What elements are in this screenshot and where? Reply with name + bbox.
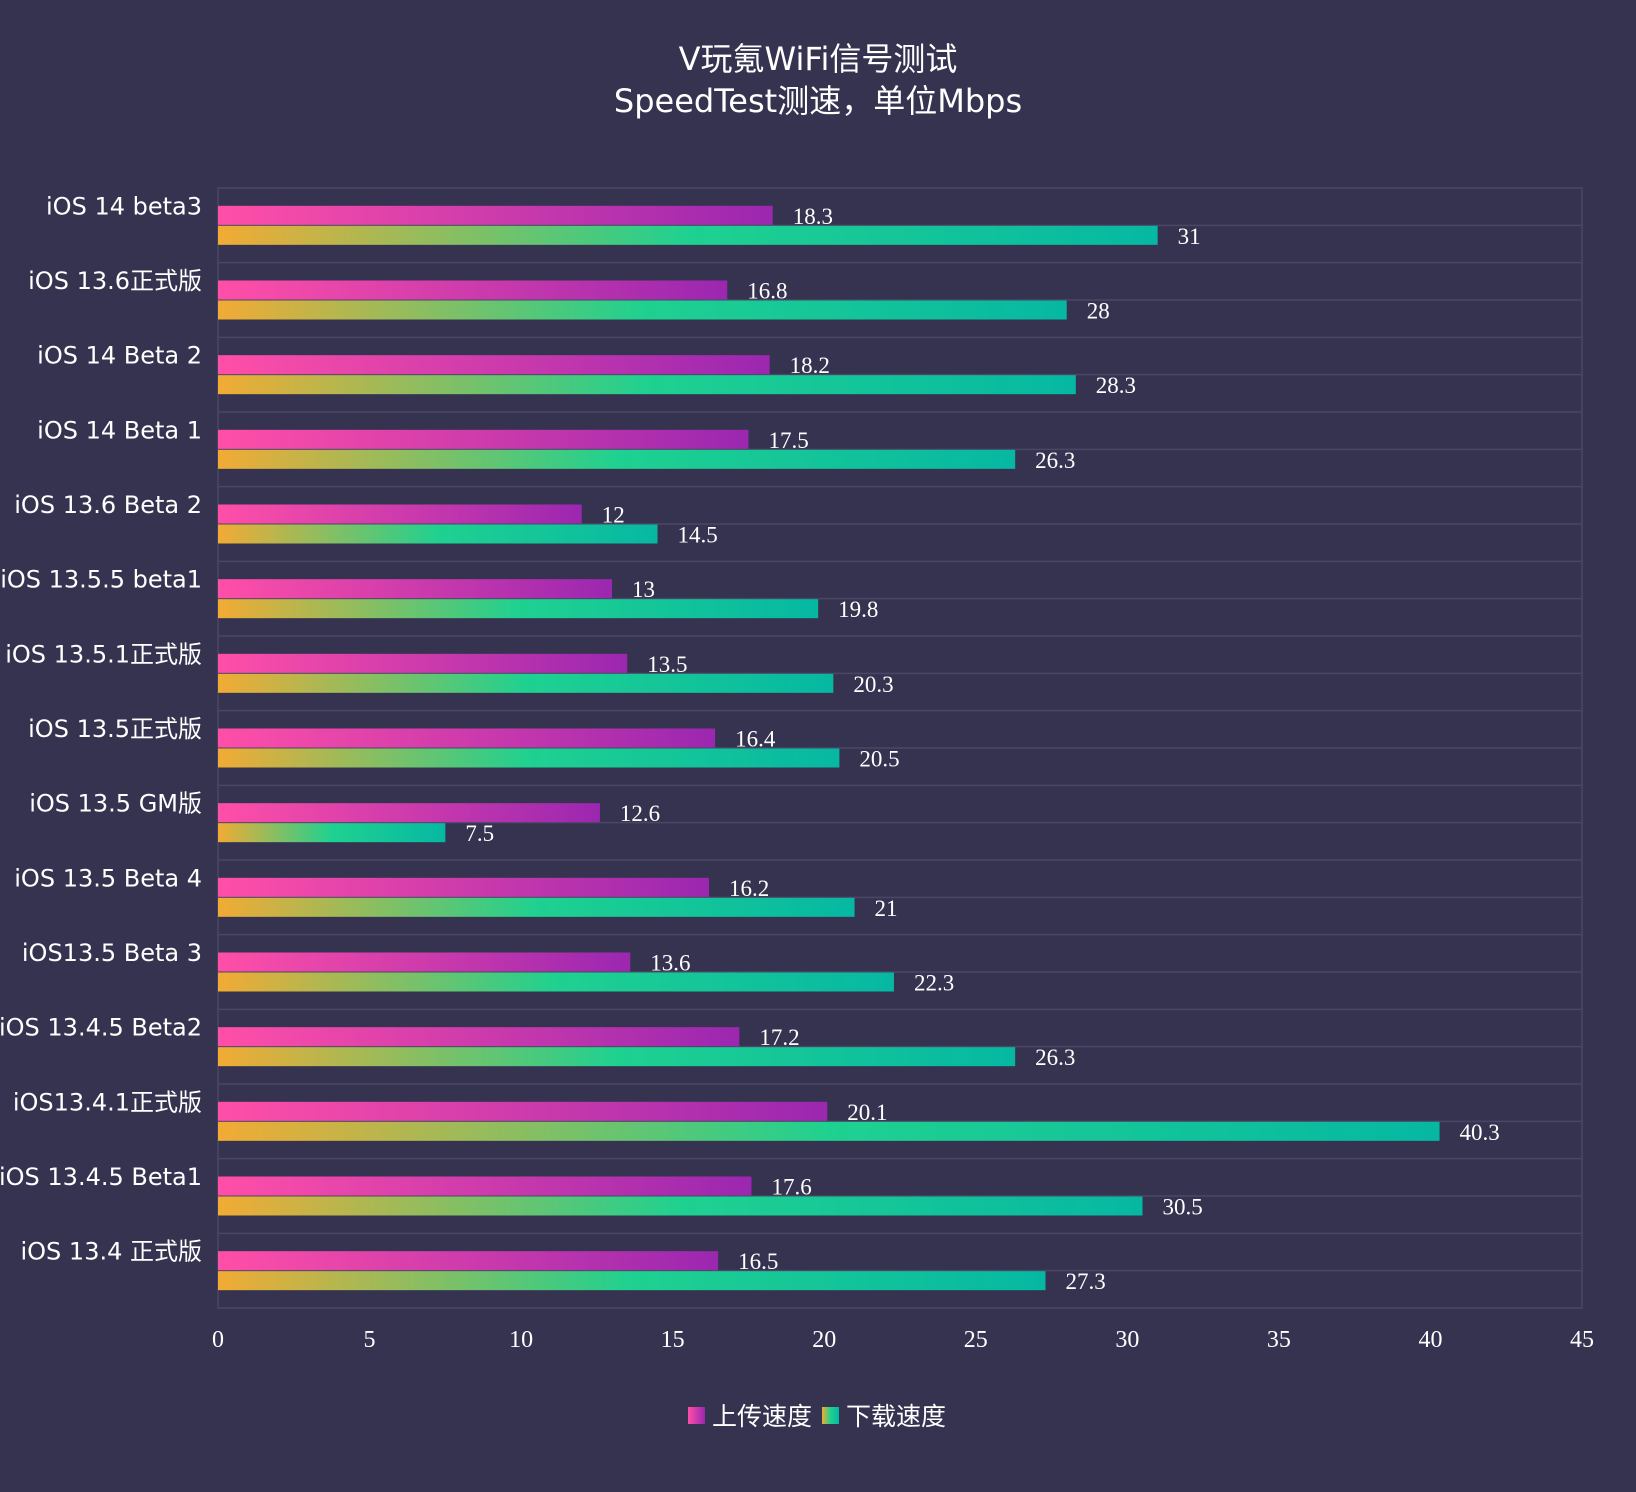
category-label: iOS 13.4.5 Beta1 — [0, 1163, 202, 1191]
bar-download — [218, 673, 834, 693]
data-label-download: 28.3 — [1096, 373, 1136, 398]
category-label: iOS 13.4.5 Beta2 — [0, 1014, 202, 1042]
x-tick-label: 25 — [964, 1327, 988, 1353]
legend-label-upload: 上传速度 — [712, 1402, 812, 1431]
data-label-download: 14.5 — [678, 523, 718, 548]
data-label-upload: 13.6 — [650, 951, 690, 976]
legend: 上传速度 下载速度 — [688, 1402, 946, 1431]
bar-upload — [218, 429, 749, 449]
bar-upload — [218, 653, 628, 673]
data-label-download: 19.8 — [838, 597, 878, 622]
bar-upload — [218, 1251, 719, 1271]
x-tick-label: 5 — [364, 1327, 376, 1353]
data-label-upload: 18.2 — [790, 353, 830, 378]
data-label-upload: 16.8 — [747, 279, 787, 304]
bar-upload — [218, 205, 773, 225]
data-label-upload: 16.2 — [729, 876, 769, 901]
chart-title: V玩氪WiFi信号测试 — [679, 40, 958, 78]
data-label-download: 26.3 — [1035, 1045, 1075, 1070]
x-tick-label: 10 — [509, 1327, 533, 1353]
bar-download — [218, 972, 894, 992]
category-label: iOS 14 beta3 — [46, 192, 202, 220]
bar-upload — [218, 504, 582, 524]
x-tick-label: 15 — [661, 1327, 685, 1353]
data-label-upload: 13.5 — [647, 652, 687, 677]
bar-download — [218, 375, 1076, 395]
bar-download — [218, 1271, 1046, 1291]
data-label-download: 27.3 — [1065, 1269, 1105, 1294]
x-tick-label: 30 — [1115, 1327, 1139, 1353]
bar-download — [218, 599, 819, 619]
x-tick-label: 20 — [812, 1327, 836, 1353]
data-label-download: 28 — [1087, 299, 1110, 324]
bar-download — [218, 748, 840, 768]
category-labels: iOS 14 beta3 iOS 13.6正式版 iOS 14 Beta 2 iOS … — [0, 192, 202, 1265]
x-tick-label: 35 — [1267, 1327, 1291, 1353]
data-label-upload: 13 — [632, 577, 655, 602]
bar-download — [218, 1196, 1143, 1216]
data-label-upload: 17.2 — [759, 1025, 799, 1050]
bar-download — [218, 449, 1016, 469]
data-label-download: 22.3 — [914, 971, 954, 996]
data-label-upload: 17.5 — [768, 428, 808, 453]
data-label-download: 20.5 — [859, 747, 899, 772]
category-label: iOS 14 Beta 2 — [37, 342, 202, 370]
data-label-download: 21 — [875, 896, 898, 921]
data-label-download: 26.3 — [1035, 448, 1075, 473]
category-label: iOS 13.4 正式版 — [21, 1238, 203, 1266]
data-label-upload: 16.4 — [735, 727, 776, 752]
x-tick-label: 40 — [1418, 1327, 1442, 1353]
data-label-upload: 17.6 — [771, 1175, 811, 1200]
category-label: iOS 13.5.5 beta1 — [0, 566, 202, 594]
bar-upload — [218, 952, 631, 972]
data-label-upload: 16.5 — [738, 1249, 778, 1274]
bar-upload — [218, 280, 728, 300]
category-label: iOS 13.5 Beta 4 — [14, 864, 202, 892]
gridlines — [217, 187, 1583, 1309]
category-label: iOS 13.5正式版 — [28, 715, 202, 743]
bar-upload — [218, 728, 716, 748]
data-label-download: 40.3 — [1460, 1120, 1500, 1145]
category-label: iOS 13.6 Beta 2 — [14, 491, 202, 519]
bar-upload — [218, 1176, 752, 1196]
data-label-upload: 12 — [602, 503, 625, 528]
category-label: iOS 14 Beta 1 — [37, 416, 202, 444]
bar-upload — [218, 1027, 740, 1047]
category-label: iOS13.4.1正式版 — [13, 1088, 202, 1116]
x-tick-label: 0 — [212, 1327, 224, 1353]
x-axis-ticks: 0 5 10 15 20 25 30 35 40 45 — [212, 1327, 1594, 1353]
category-label: iOS 13.6正式版 — [28, 267, 202, 295]
data-label-upload: 12.6 — [620, 801, 660, 826]
legend-label-download: 下载速度 — [846, 1402, 946, 1431]
data-label-download: 20.3 — [853, 672, 893, 697]
data-label-download: 30.5 — [1162, 1195, 1202, 1220]
bar-download — [218, 225, 1158, 245]
data-label-upload: 18.3 — [793, 204, 833, 229]
bar-download — [218, 1121, 1440, 1141]
data-label-upload: 20.1 — [847, 1100, 887, 1125]
bars: 18.3 31 16.8 28 18.2 28.3 17.5 26.3 12 14.5 13 19.8… — [218, 204, 1500, 1294]
legend-swatch-upload — [688, 1407, 705, 1424]
bar-upload — [218, 1101, 828, 1121]
bar-download — [218, 524, 658, 544]
bar-download — [218, 300, 1067, 320]
x-tick-label: 45 — [1570, 1327, 1594, 1353]
category-label: iOS13.5 Beta 3 — [22, 939, 202, 967]
category-label: iOS 13.5 GM版 — [29, 790, 202, 818]
category-label: iOS 13.5.1正式版 — [5, 640, 202, 668]
bar-upload — [218, 877, 710, 897]
data-label-download: 31 — [1178, 224, 1201, 249]
chart-subtitle: SpeedTest测速，单位Mbps — [614, 82, 1022, 120]
bar-download — [218, 1047, 1016, 1067]
legend-swatch-download — [822, 1407, 839, 1424]
bar-download — [218, 897, 855, 917]
bar-upload — [218, 355, 770, 375]
bar-upload — [218, 579, 613, 599]
bar-download — [218, 823, 446, 843]
data-label-download: 7.5 — [465, 821, 494, 846]
bar-upload — [218, 803, 600, 823]
